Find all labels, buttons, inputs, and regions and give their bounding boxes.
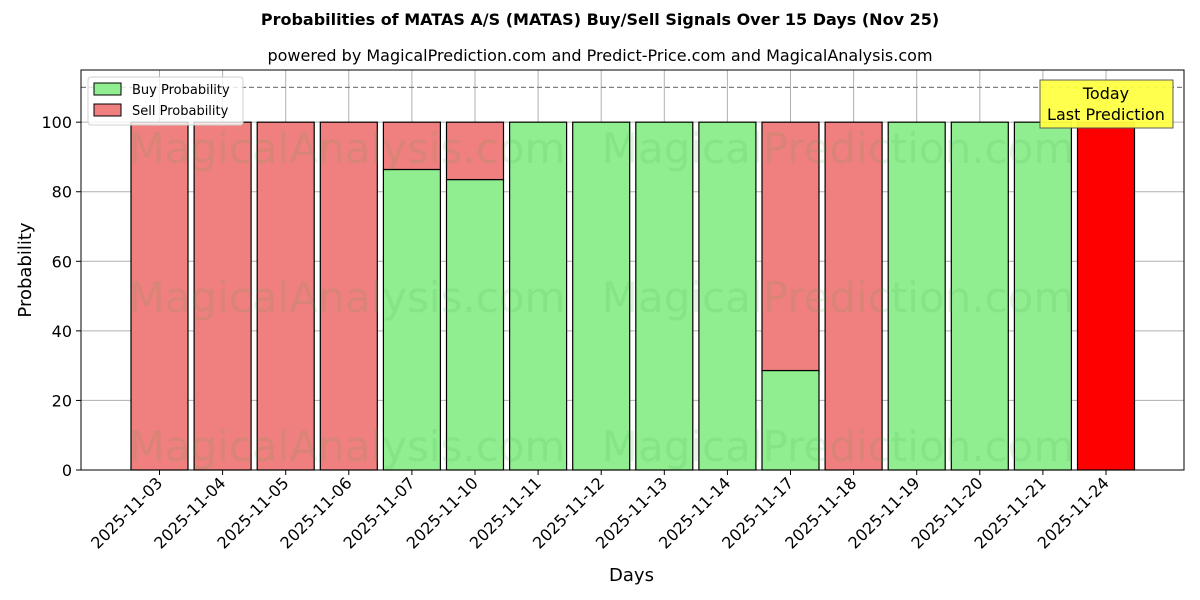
watermark: MagicalPrediction.com xyxy=(602,124,1075,173)
chart-title: Probabilities of MATAS A/S (MATAS) Buy/S… xyxy=(260,10,940,29)
legend-label-buy: Buy Probability xyxy=(132,83,230,98)
bar-sell xyxy=(824,121,883,471)
watermark: MagicalAnalysis.com xyxy=(129,422,566,471)
x-axis-label: Days xyxy=(609,565,654,586)
bar-sell xyxy=(256,121,315,471)
y-tick-label: 20 xyxy=(52,391,72,410)
y-tick-label: 40 xyxy=(52,322,72,341)
annotation-today: Today xyxy=(1082,84,1129,103)
y-tick-label: 60 xyxy=(52,252,72,271)
bar-buy xyxy=(950,121,1009,471)
bar-buy xyxy=(572,121,631,471)
bar-sell xyxy=(445,121,505,181)
bar-buy xyxy=(761,369,820,471)
annotation-box xyxy=(1039,79,1174,129)
bar-buy xyxy=(445,178,505,471)
y-tick-label: 0 xyxy=(62,461,72,480)
y-tick-label: 100 xyxy=(41,113,72,132)
legend-swatch-buy xyxy=(93,82,122,96)
bar-today xyxy=(1076,121,1136,471)
bar-sell xyxy=(761,121,820,372)
watermark: MagicalAnalysis.com xyxy=(129,273,566,322)
y-tick-label: 80 xyxy=(52,183,72,202)
y-axis-label: Probability xyxy=(15,222,36,317)
watermark: MagicalPrediction.com xyxy=(602,422,1075,471)
annotation-last-prediction: Last Prediction xyxy=(1047,105,1165,124)
watermark: MagicalPrediction.com xyxy=(602,273,1075,322)
legend-label-sell: Sell Probability xyxy=(132,104,229,119)
bar-sell xyxy=(319,121,378,471)
chart-subtitle: powered by MagicalPrediction.com and Pre… xyxy=(267,46,933,65)
legend-swatch-sell xyxy=(93,103,122,117)
bar-sell xyxy=(382,121,441,171)
plot-frame xyxy=(80,69,1185,471)
legend-box xyxy=(87,76,244,126)
watermark: MagicalAnalysis.com xyxy=(129,124,566,173)
bar-buy xyxy=(887,121,946,471)
bar-sell xyxy=(130,121,189,471)
bar-buy xyxy=(698,121,757,471)
bar-buy xyxy=(635,121,694,471)
